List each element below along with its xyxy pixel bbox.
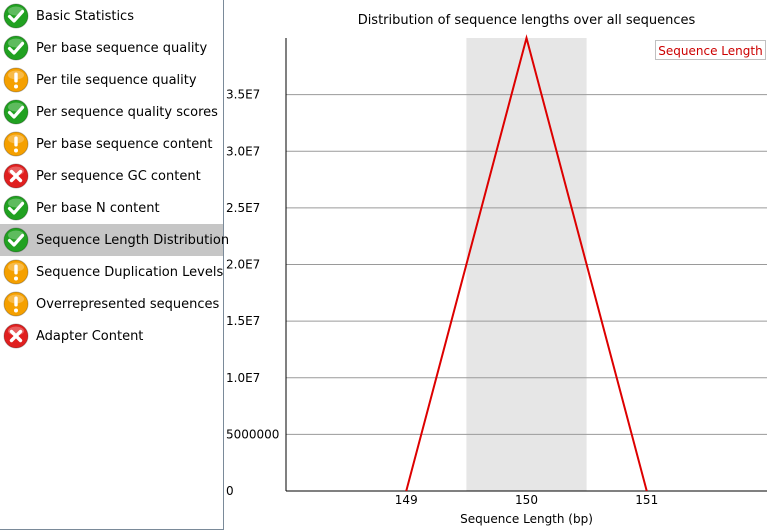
- x-tick-label: 151: [635, 493, 658, 507]
- check-icon: [3, 35, 29, 61]
- x-tick-label: 150: [515, 493, 538, 507]
- warning-icon: [3, 259, 29, 285]
- module-item-per-base-sequence-quality[interactable]: Per base sequence quality: [0, 32, 223, 64]
- module-label: Basic Statistics: [36, 8, 134, 24]
- x-axis-label: Sequence Length (bp): [460, 512, 593, 526]
- module-item-overrepresented-sequences[interactable]: Overrepresented sequences: [0, 288, 223, 320]
- y-tick-label: 3.0E7: [226, 144, 260, 158]
- error-icon: [3, 323, 29, 349]
- check-icon: [3, 99, 29, 125]
- error-icon: [3, 163, 29, 189]
- module-label: Per sequence GC content: [36, 168, 201, 184]
- module-item-per-sequence-gc-content[interactable]: Per sequence GC content: [0, 160, 223, 192]
- module-item-per-base-n-content[interactable]: Per base N content: [0, 192, 223, 224]
- x-tick-label: 149: [395, 493, 418, 507]
- y-tick-label: 2.5E7: [226, 201, 260, 215]
- module-item-sequence-duplication-levels[interactable]: Sequence Duplication Levels: [0, 256, 223, 288]
- chart-title: Distribution of sequence lengths over al…: [357, 13, 696, 28]
- module-label: Adapter Content: [36, 328, 144, 344]
- module-label: Overrepresented sequences: [36, 296, 220, 312]
- module-label: Per base sequence quality: [36, 40, 208, 56]
- y-tick-label: 0: [226, 484, 234, 498]
- module-list: Basic Statistics Per base sequence qualit…: [0, 0, 229, 530]
- check-icon: [3, 3, 29, 29]
- module-label: Sequence Length Distribution: [36, 232, 230, 248]
- module-label: Per base sequence content: [36, 136, 213, 152]
- check-icon: [3, 227, 29, 253]
- y-tick-label: 2.0E7: [226, 258, 260, 272]
- module-item-per-sequence-quality-scores[interactable]: Per sequence quality scores: [0, 96, 223, 128]
- y-tick-label: 1.0E7: [226, 371, 260, 385]
- check-icon: [3, 195, 29, 221]
- warning-icon: [3, 131, 29, 157]
- module-item-adapter-content[interactable]: Adapter Content: [0, 320, 223, 352]
- y-tick-label: 3.5E7: [226, 88, 260, 102]
- y-tick-label: 1.5E7: [226, 314, 260, 328]
- module-label: Per tile sequence quality: [36, 72, 197, 88]
- module-label: Per sequence quality scores: [36, 104, 218, 120]
- module-item-sequence-length-distribution[interactable]: Sequence Length Distribution: [0, 224, 229, 256]
- module-label: Sequence Duplication Levels: [36, 264, 224, 280]
- module-item-per-base-sequence-content[interactable]: Per base sequence content: [0, 128, 223, 160]
- legend-entry-sequence-length: Sequence Length: [655, 40, 766, 60]
- module-label: Per base N content: [36, 200, 160, 216]
- warning-icon: [3, 67, 29, 93]
- module-item-per-tile-sequence-quality[interactable]: Per tile sequence quality: [0, 64, 223, 96]
- warning-icon: [3, 291, 29, 317]
- y-tick-label: 5000000: [226, 427, 279, 441]
- module-item-basic-statistics[interactable]: Basic Statistics: [0, 0, 223, 32]
